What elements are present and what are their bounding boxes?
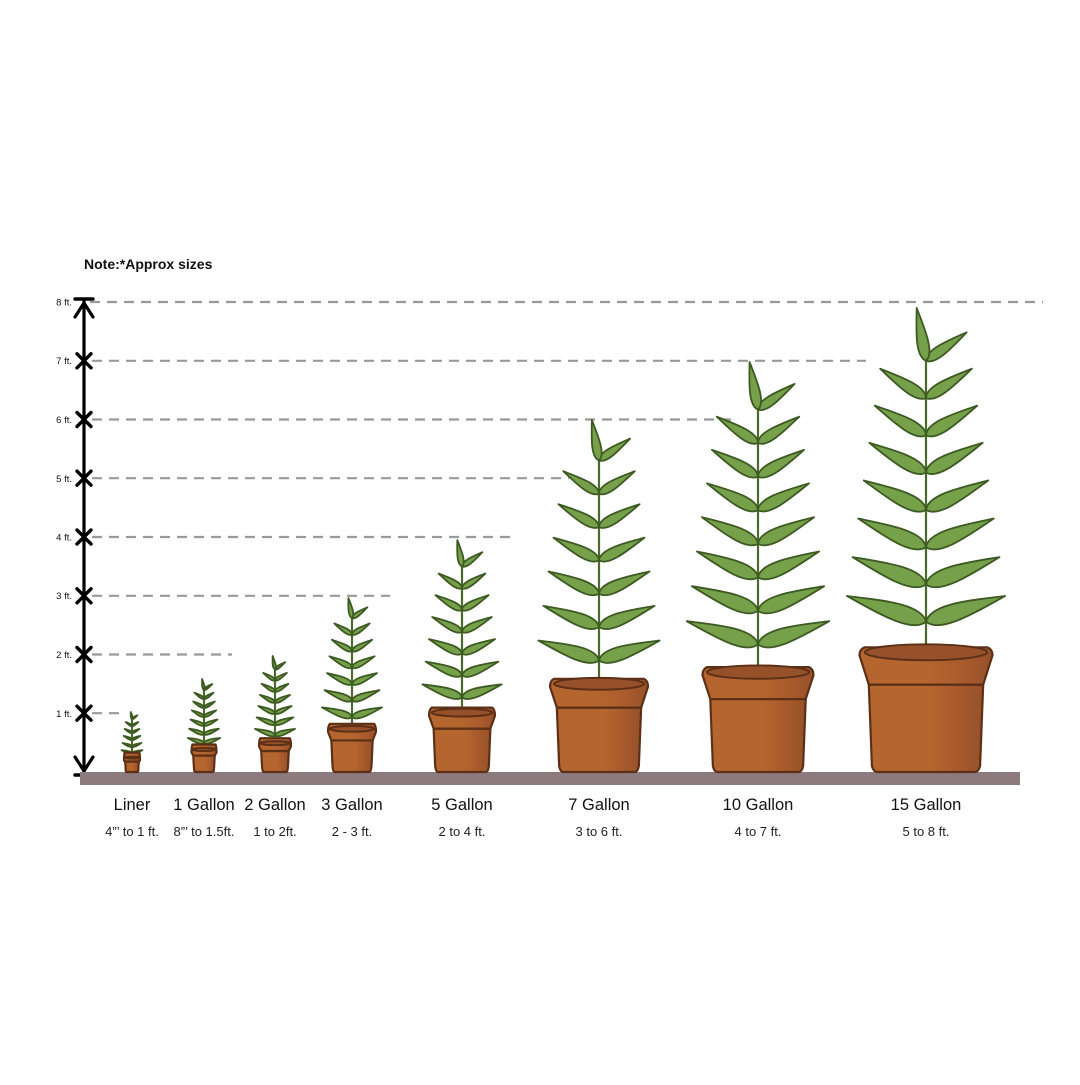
svg-text:Liner: Liner [114,796,151,814]
svg-text:7 ft.: 7 ft. [56,356,72,367]
svg-text:4 ft.: 4 ft. [56,533,72,544]
svg-text:Note:*Approx sizes: Note:*Approx sizes [84,256,213,272]
svg-text:2 to 4 ft.: 2 to 4 ft. [439,824,486,839]
svg-text:2 Gallon: 2 Gallon [244,796,305,814]
svg-text:5 Gallon: 5 Gallon [431,796,492,814]
svg-text:7 Gallon: 7 Gallon [568,796,629,814]
svg-text:3 ft.: 3 ft. [56,591,72,602]
svg-text:8”’ to 1.5ft.: 8”’ to 1.5ft. [174,824,235,839]
svg-text:5 to 8 ft.: 5 to 8 ft. [903,824,950,839]
svg-text:2 ft.: 2 ft. [56,650,72,661]
svg-text:15 Gallon: 15 Gallon [891,796,962,814]
svg-text:3 Gallon: 3 Gallon [321,796,382,814]
svg-text:3 to 6 ft.: 3 to 6 ft. [576,824,623,839]
svg-text:1 Gallon: 1 Gallon [173,796,234,814]
svg-text:2 - 3 ft.: 2 - 3 ft. [332,824,372,839]
svg-text:4”’ to 1 ft.: 4”’ to 1 ft. [105,824,159,839]
svg-text:4 to 7 ft.: 4 to 7 ft. [735,824,782,839]
svg-text:1 ft.: 1 ft. [56,709,72,720]
svg-text:5 ft.: 5 ft. [56,474,72,485]
svg-text:6 ft.: 6 ft. [56,415,72,426]
svg-text:8 ft.: 8 ft. [56,298,72,309]
svg-text:1 to 2ft.: 1 to 2ft. [253,824,296,839]
svg-text:10 Gallon: 10 Gallon [723,796,794,814]
